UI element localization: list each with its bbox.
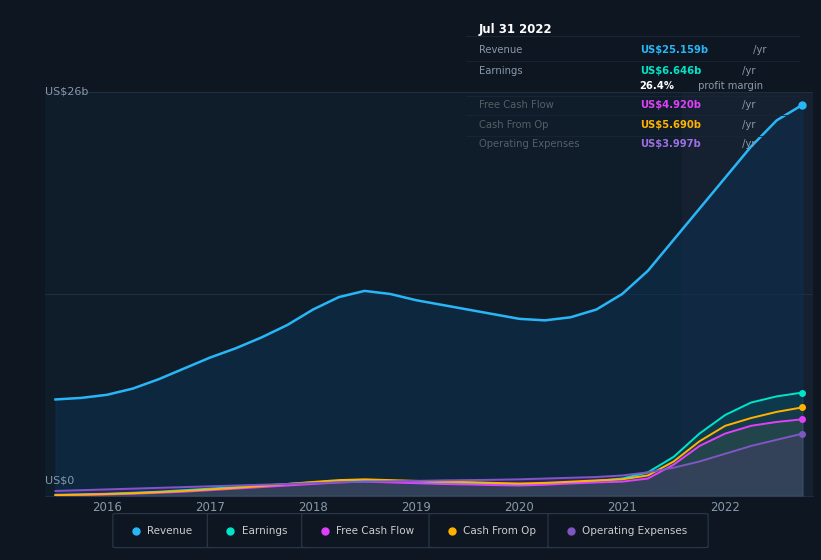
Text: Revenue: Revenue <box>479 45 522 55</box>
Text: US$6.646b: US$6.646b <box>640 66 701 76</box>
Text: Revenue: Revenue <box>147 526 192 535</box>
Text: 26.4%: 26.4% <box>640 81 675 91</box>
Text: Earnings: Earnings <box>241 526 287 535</box>
Text: US$25.159b: US$25.159b <box>640 45 708 55</box>
Text: /yr: /yr <box>739 139 755 150</box>
Text: Operating Expenses: Operating Expenses <box>583 526 688 535</box>
Text: US$26b: US$26b <box>45 87 89 97</box>
Text: US$3.997b: US$3.997b <box>640 139 700 150</box>
Text: /yr: /yr <box>739 120 755 130</box>
FancyBboxPatch shape <box>548 514 708 548</box>
Text: Free Cash Flow: Free Cash Flow <box>479 100 553 110</box>
Text: US$0: US$0 <box>45 475 75 486</box>
Text: Cash From Op: Cash From Op <box>479 120 548 130</box>
FancyBboxPatch shape <box>112 514 215 548</box>
Text: /yr: /yr <box>739 100 755 110</box>
Text: Operating Expenses: Operating Expenses <box>479 139 580 150</box>
Text: US$5.690b: US$5.690b <box>640 120 700 130</box>
Text: US$4.920b: US$4.920b <box>640 100 700 110</box>
FancyBboxPatch shape <box>207 514 310 548</box>
Text: Jul 31 2022: Jul 31 2022 <box>479 22 553 36</box>
Text: profit margin: profit margin <box>695 81 763 91</box>
Text: Cash From Op: Cash From Op <box>463 526 536 535</box>
Text: Earnings: Earnings <box>479 66 522 76</box>
Text: Free Cash Flow: Free Cash Flow <box>337 526 415 535</box>
Text: /yr: /yr <box>739 66 755 76</box>
Text: /yr: /yr <box>750 45 767 55</box>
FancyBboxPatch shape <box>429 514 557 548</box>
FancyBboxPatch shape <box>301 514 438 548</box>
Bar <box>682 92 813 496</box>
